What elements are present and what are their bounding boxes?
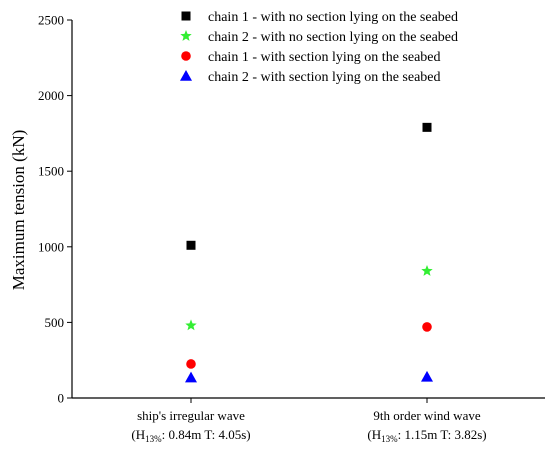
legend-label: chain 1 - with section lying on the seab… bbox=[208, 50, 441, 65]
legend-label: chain 2 - with section lying on the seab… bbox=[208, 70, 441, 85]
x-category-params: (H13%: 1.15m T: 3.82s) bbox=[367, 427, 486, 444]
x-category-params: (H13%: 0.84m T: 4.05s) bbox=[131, 427, 250, 444]
y-axis-title: Maximum tension (kN) bbox=[9, 130, 28, 291]
y-tick-label: 500 bbox=[45, 315, 65, 330]
data-point-series-3 bbox=[186, 359, 196, 369]
x-category-params-sub: 13% bbox=[145, 434, 162, 444]
data-point-series-4 bbox=[185, 371, 197, 383]
y-tick-label: 2000 bbox=[38, 88, 64, 103]
x-category-label: 9th order wind wave bbox=[373, 408, 480, 423]
legend-label: chain 1 - with no section lying on the s… bbox=[208, 10, 458, 25]
y-tick-label: 1500 bbox=[38, 164, 64, 179]
data-point-series-2 bbox=[185, 319, 197, 331]
x-category-params-main: (H bbox=[367, 427, 381, 442]
data-points bbox=[185, 122, 433, 383]
y-ticks: 0 500 1000 1500 2000 2500 bbox=[38, 13, 72, 406]
data-point-series-4 bbox=[421, 370, 433, 382]
data-point-series-3 bbox=[422, 322, 432, 332]
legend-label: chain 2 - with no section lying on the s… bbox=[208, 30, 458, 45]
y-tick-label: 2500 bbox=[38, 13, 64, 28]
y-tick-label: 1000 bbox=[38, 239, 64, 254]
legend-marker-series-2 bbox=[180, 30, 192, 41]
x-category-params-main: (H bbox=[131, 427, 145, 442]
data-point-series-1 bbox=[422, 122, 432, 132]
x-ticks: ship's irregular wave(H13%: 0.84m T: 4.0… bbox=[131, 398, 487, 444]
axes bbox=[71, 20, 545, 399]
legend: chain 1 - with no section lying on the s… bbox=[180, 10, 458, 85]
legend-marker-series-1 bbox=[181, 11, 191, 21]
data-point-series-2 bbox=[421, 264, 433, 276]
data-point-series-1 bbox=[186, 240, 196, 250]
y-tick-label: 0 bbox=[58, 391, 65, 406]
legend-marker-series-4 bbox=[180, 70, 192, 81]
x-category-params-sub: 13% bbox=[381, 434, 398, 444]
x-category-params-rest: : 0.84m T: 4.05s) bbox=[162, 427, 251, 442]
x-category-label: ship's irregular wave bbox=[137, 408, 245, 423]
legend-marker-series-3 bbox=[181, 51, 191, 61]
x-category-params-rest: : 1.15m T: 3.82s) bbox=[398, 427, 487, 442]
